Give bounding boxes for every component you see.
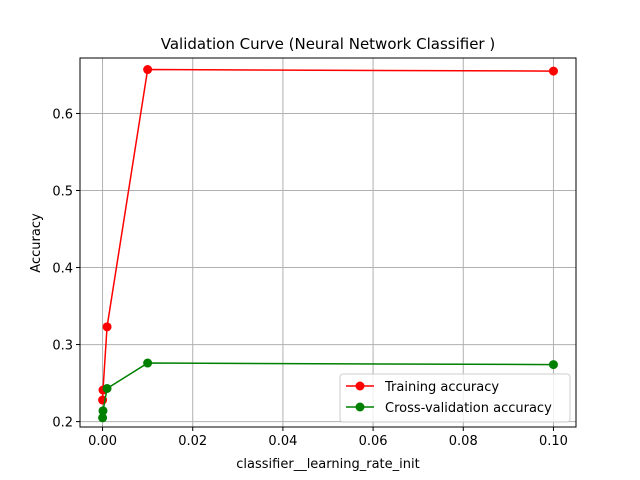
legend-marker [355,402,365,412]
series-1-point [98,406,108,416]
x-tick-label: 0.10 [539,434,568,449]
y-tick-label: 0.2 [52,416,73,431]
series-0-point [143,65,153,75]
legend-box [339,373,571,423]
y-tick-label: 0.5 [52,185,73,200]
x-tick-label: 0.04 [268,434,297,449]
x-tick-label: 0.08 [449,434,478,449]
legend: Training accuracy Cross-validation accura… [339,373,571,423]
y-tick-label: 0.3 [52,339,73,354]
series-layer [98,65,558,423]
x-tick-label: 0.00 [88,434,117,449]
series-0-point [102,322,112,332]
series-1-point [98,413,108,423]
series-1-point [548,360,558,370]
legend-marker [355,381,365,391]
legend-entry-label: Cross-validation accuracy [385,401,552,416]
series-0-point [548,66,558,76]
ticks: 0.00 0.02 0.04 0.06 0.08 0.10 0.2 0.3 0.4 0.5 0.6 [52,107,568,449]
y-axis-label: Accuracy [29,213,44,273]
chart-title: Validation Curve (Neural Network Classif… [161,35,495,53]
y-tick-label: 0.4 [52,262,73,277]
series-1-point [102,383,112,393]
plot-frame [79,57,577,428]
x-tick-label: 0.02 [178,434,207,449]
legend-entry-label: Training accuracy [384,380,499,395]
y-tick-label: 0.6 [52,107,73,122]
series-1-point [143,358,153,368]
x-axis-label: classifier__learning_rate_init [236,457,419,472]
x-tick-label: 0.06 [359,434,388,449]
grid [80,58,576,427]
